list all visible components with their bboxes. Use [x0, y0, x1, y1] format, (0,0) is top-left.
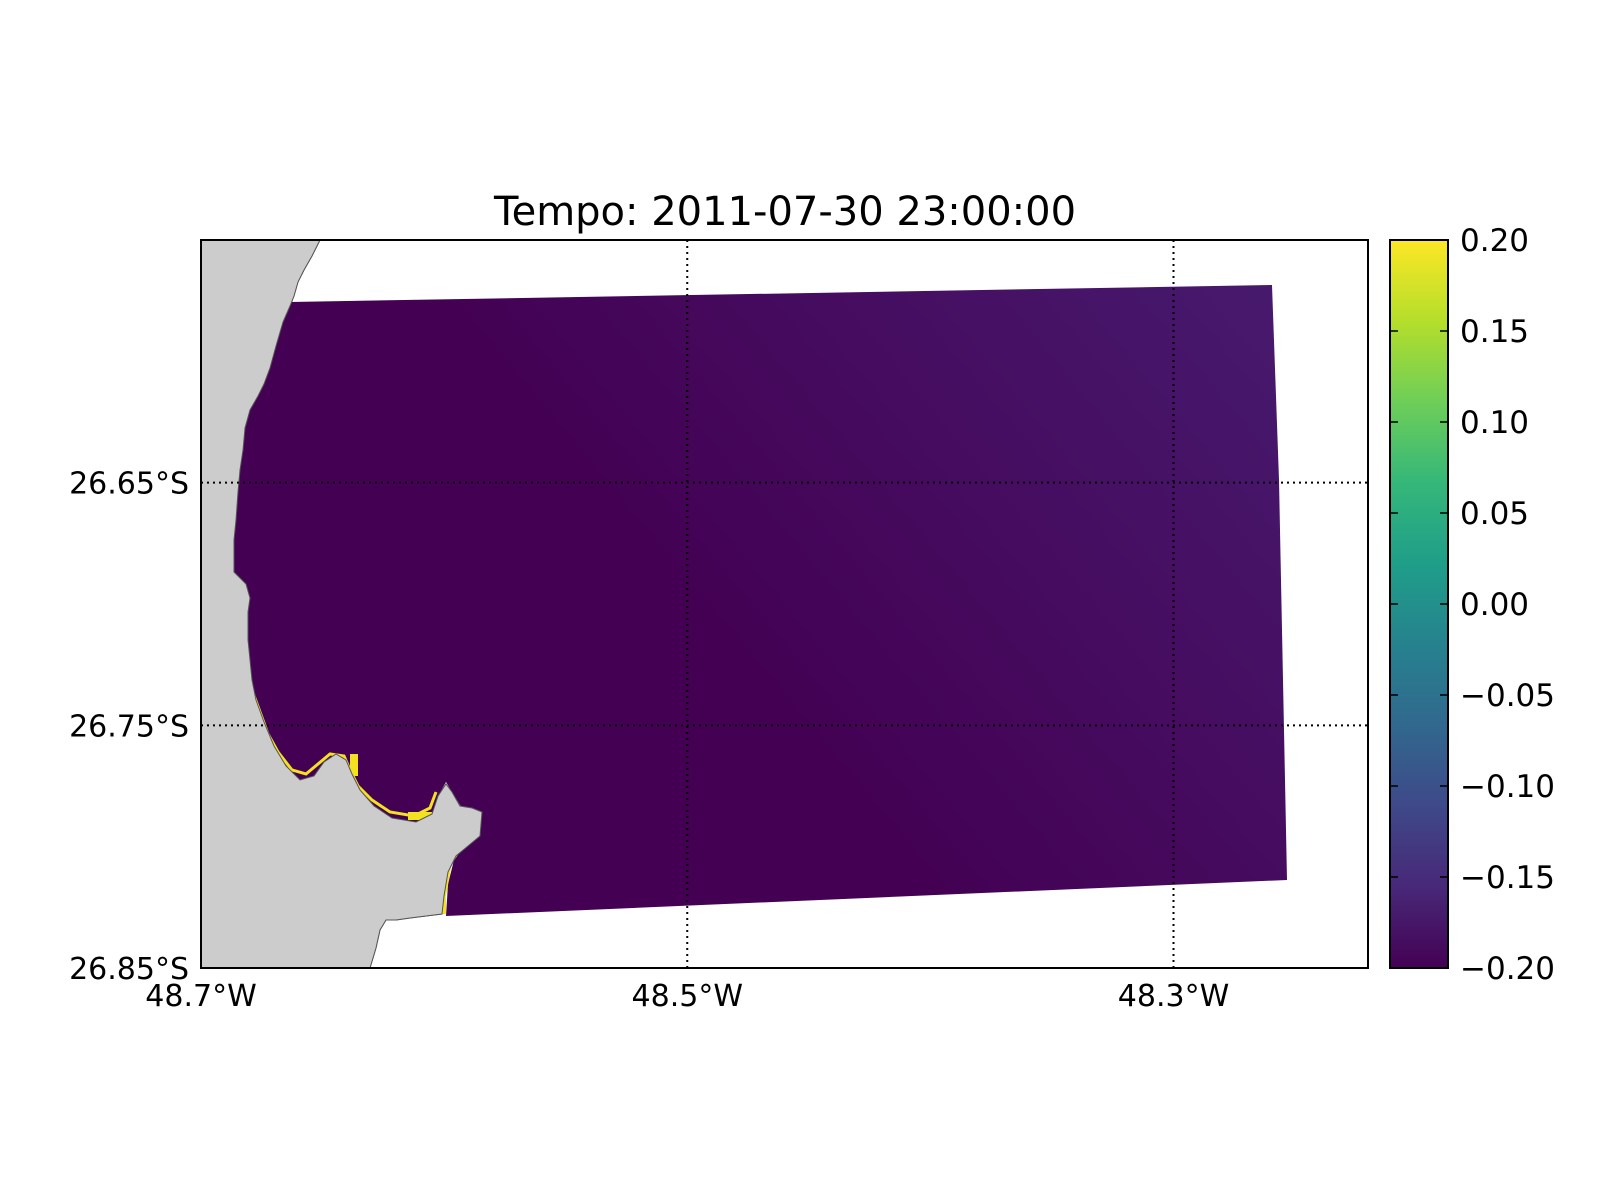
gridlines: [201, 240, 1368, 968]
colorbar-tick-label: −0.20: [1460, 951, 1555, 987]
colorbar-tick-label: 0.20: [1460, 223, 1529, 259]
colorbar-tick-label: 0.05: [1460, 496, 1529, 532]
colorbar: [1389, 239, 1449, 969]
y-tick-labels: 26.65°S 26.75°S 26.85°S: [69, 467, 189, 987]
y-tick-label: 26.65°S: [69, 467, 189, 502]
map-title: Tempo: 2011-07-30 23:00:00: [493, 189, 1076, 235]
y-tick-label: 26.75°S: [69, 709, 189, 744]
map-axes-frame: [200, 239, 1369, 969]
colorbar-tick-label: 0.15: [1460, 314, 1529, 350]
colorbar-tick-label: −0.15: [1460, 860, 1555, 896]
colorbar-tick-label: −0.05: [1460, 678, 1555, 714]
x-tick-label: 48.3°W: [1118, 979, 1229, 1014]
x-tick-label: 48.5°W: [632, 979, 743, 1014]
x-tick-labels: 48.7°W 48.5°W 48.3°W: [145, 979, 1229, 1014]
y-tick-label: 26.85°S: [69, 952, 189, 987]
colorbar-ticks: 0.20 0.15 0.10 0.05 0.00 −0.05 −0.10 −0.15 −0.20: [1390, 223, 1555, 987]
x-tick-label: 48.7°W: [145, 979, 256, 1014]
colorbar-tick-label: −0.10: [1460, 769, 1555, 805]
colorbar-tick-label: 0.10: [1460, 405, 1529, 441]
coastal-edge-cell: [350, 754, 358, 776]
map-content: [201, 240, 1287, 968]
field-region: [234, 285, 1287, 916]
coastal-edge-cell: [408, 812, 432, 820]
colorbar-tick-label: 0.00: [1460, 587, 1529, 623]
